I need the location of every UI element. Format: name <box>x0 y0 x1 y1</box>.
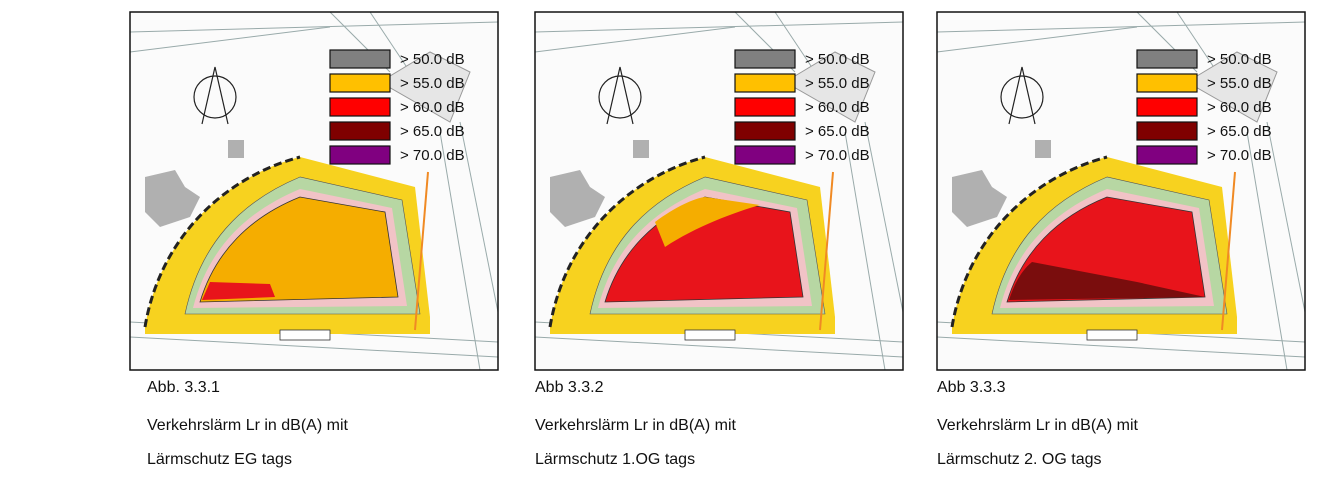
legend-swatch <box>735 146 795 164</box>
legend-label: > 65.0 dB <box>805 123 870 140</box>
legend-label: > 55.0 dB <box>1207 75 1272 92</box>
legend-swatch <box>330 50 390 68</box>
caption-number: Abb 3.3.3 <box>937 379 1006 396</box>
legend-swatch <box>330 74 390 92</box>
caption-number: Abb. 3.3.1 <box>147 379 220 396</box>
building <box>633 140 649 158</box>
caption-line: Verkehrslärm Lr in dB(A) mit <box>535 417 736 434</box>
legend-label: > 50.0 dB <box>805 51 870 68</box>
road <box>280 330 330 340</box>
building <box>228 140 244 158</box>
legend-label: > 65.0 dB <box>1207 123 1272 140</box>
legend-label: > 60.0 dB <box>805 99 870 116</box>
legend-swatch <box>735 74 795 92</box>
caption-line: Verkehrslärm Lr in dB(A) mit <box>937 417 1138 434</box>
legend-label: > 70.0 dB <box>1207 147 1272 164</box>
legend-label: > 50.0 dB <box>1207 51 1272 68</box>
figure: > 50.0 dB > 55.0 dB > 60.0 dB > 65.0 dB > 70… <box>937 12 1305 370</box>
legend-swatch <box>1137 74 1197 92</box>
legend-swatch <box>1137 50 1197 68</box>
legend-swatch <box>735 122 795 140</box>
caption-line: Lärmschutz 1.OG tags <box>535 451 695 468</box>
legend-swatch <box>330 146 390 164</box>
legend-label: > 50.0 dB <box>400 51 465 68</box>
legend-swatch <box>330 98 390 116</box>
legend-swatch <box>1137 146 1197 164</box>
road <box>1087 330 1137 340</box>
legend-label: > 70.0 dB <box>400 147 465 164</box>
legend-label: > 55.0 dB <box>805 75 870 92</box>
figure: > 50.0 dB > 55.0 dB > 60.0 dB > 65.0 dB > 70… <box>535 12 903 370</box>
legend-label: > 65.0 dB <box>400 123 465 140</box>
legend-swatch <box>735 50 795 68</box>
legend-swatch <box>330 122 390 140</box>
caption-line: Lärmschutz EG tags <box>147 451 292 468</box>
caption-line: Verkehrslärm Lr in dB(A) mit <box>147 417 348 434</box>
caption-line: Lärmschutz 2. OG tags <box>937 451 1102 468</box>
caption-number: Abb 3.3.2 <box>535 379 604 396</box>
building <box>1035 140 1051 158</box>
figure: > 50.0 dB > 55.0 dB > 60.0 dB > 65.0 dB > 70… <box>130 12 498 370</box>
legend-label: > 60.0 dB <box>1207 99 1272 116</box>
legend-label: > 55.0 dB <box>400 75 465 92</box>
legend-label: > 70.0 dB <box>805 147 870 164</box>
zone <box>202 282 275 300</box>
legend-label: > 60.0 dB <box>400 99 465 116</box>
legend-swatch <box>1137 98 1197 116</box>
legend-swatch <box>1137 122 1197 140</box>
page: > 50.0 dB > 55.0 dB > 60.0 dB > 65.0 dB > 70… <box>0 0 1330 496</box>
legend-swatch <box>735 98 795 116</box>
road <box>685 330 735 340</box>
